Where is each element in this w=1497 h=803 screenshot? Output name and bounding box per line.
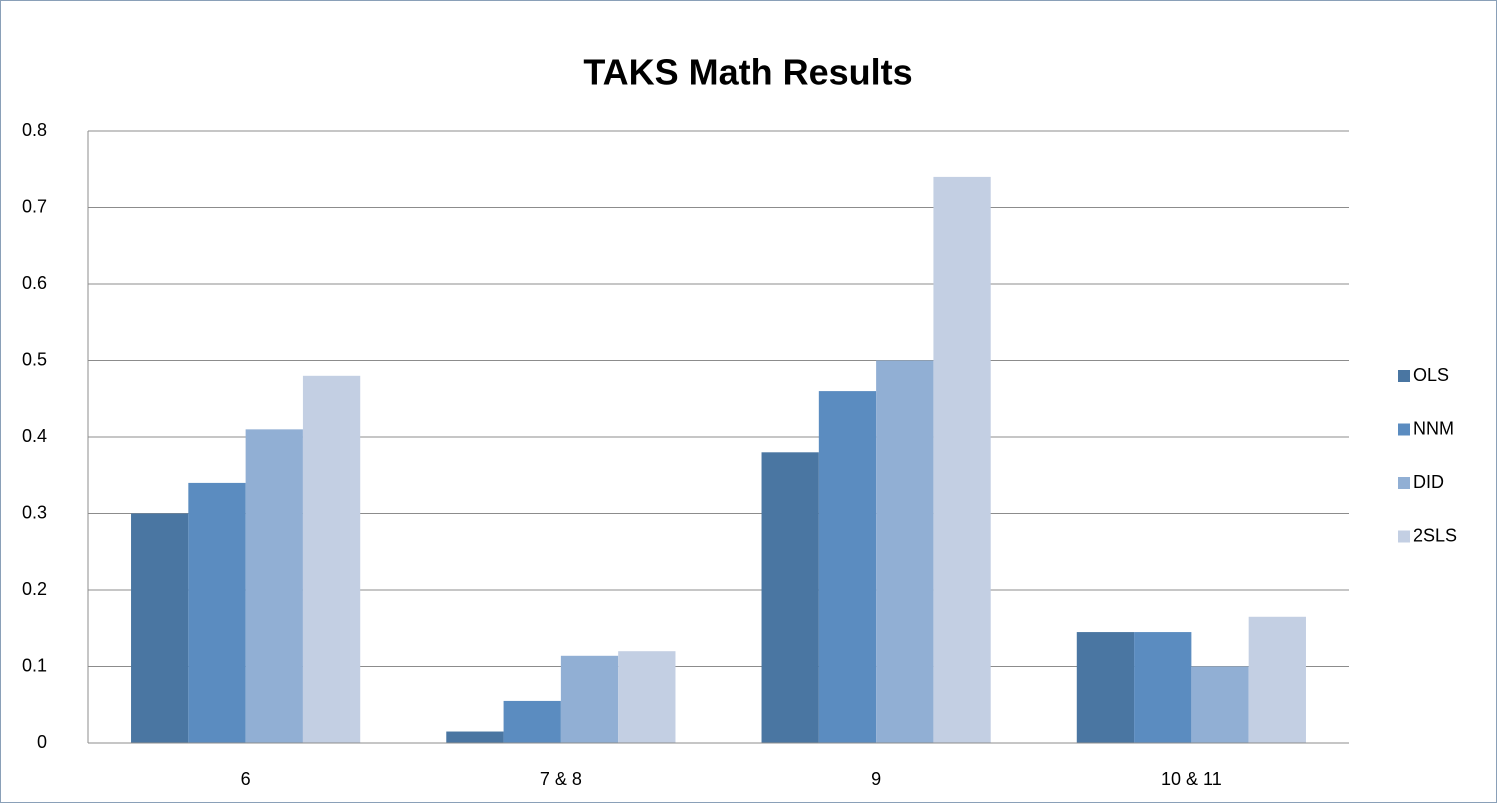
bar: [618, 651, 676, 743]
y-tick-label: 0.7: [22, 196, 47, 216]
bar: [818, 391, 877, 743]
y-tick-label: 0.3: [22, 502, 47, 522]
x-tick-label: 7 & 8: [540, 769, 582, 789]
y-tick-label: 0.4: [22, 426, 47, 446]
legend-swatch: [1398, 423, 1410, 436]
x-tick-label: 9: [871, 769, 881, 789]
x-tick-label: 6: [241, 769, 251, 789]
bar: [446, 731, 504, 743]
legend-label: 2SLS: [1413, 525, 1457, 545]
y-tick-label: 0.6: [22, 273, 47, 293]
bar: [1076, 632, 1135, 743]
y-tick-label: 0: [37, 732, 47, 752]
y-tick-label: 0.2: [22, 579, 47, 599]
bar: [131, 513, 189, 743]
chart-title: TAKS Math Results: [583, 52, 912, 93]
bar: [560, 655, 619, 743]
legend-swatch: [1398, 370, 1410, 382]
legend-label: OLS: [1413, 365, 1449, 385]
bar: [1191, 666, 1249, 743]
bar: [188, 482, 246, 743]
legend-label: NNM: [1413, 418, 1454, 438]
x-tick-label: 10 & 11: [1161, 769, 1222, 789]
bar: [933, 176, 991, 743]
bar: [761, 452, 819, 743]
legend-swatch: [1398, 477, 1410, 489]
bar: [876, 360, 934, 743]
y-tick-label: 0.1: [22, 655, 47, 675]
bar: [245, 429, 303, 743]
bar: [1134, 632, 1192, 743]
y-tick-label: 0.5: [22, 349, 47, 369]
legend-swatch: [1398, 530, 1410, 543]
bar: [302, 375, 361, 743]
y-tick-label: 0.8: [22, 120, 47, 140]
bar: [1248, 616, 1306, 743]
bar: [503, 700, 561, 743]
legend-label: DID: [1413, 472, 1444, 492]
